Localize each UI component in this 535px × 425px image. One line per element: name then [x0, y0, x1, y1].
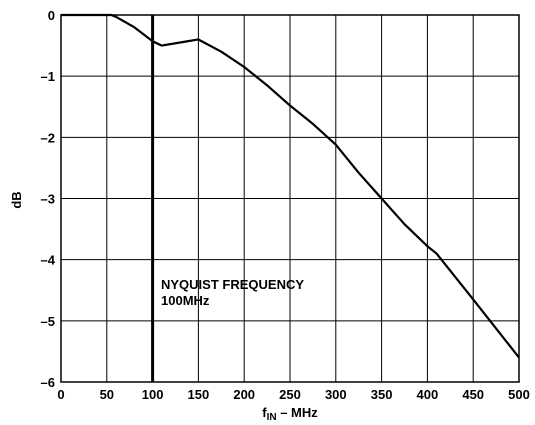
x-axis-label-rest: – MHz — [277, 405, 319, 420]
y-tick-label: –5 — [41, 314, 55, 329]
y-tick-label: –3 — [41, 192, 55, 207]
response-curve — [61, 13, 520, 359]
x-tick-label: 50 — [100, 387, 114, 402]
y-tick-labels: 0 –1 –2 –3 –4 –5 –6 — [41, 8, 56, 390]
plot-frame — [60, 14, 520, 383]
y-tick-label: –6 — [41, 375, 55, 390]
nyquist-annotation-line-1: NYQUIST FREQUENCY — [161, 277, 304, 292]
x-tick-label: 350 — [371, 387, 393, 402]
plot-border — [60, 14, 520, 383]
x-tick-label: 500 — [508, 387, 530, 402]
y-tick-label: –4 — [41, 253, 56, 268]
y-tick-label: 0 — [48, 8, 55, 23]
x-tick-label: 150 — [188, 387, 210, 402]
x-axis-label-subscript: IN — [267, 412, 277, 423]
x-tick-label: 0 — [57, 387, 64, 402]
x-tick-label: 300 — [325, 387, 347, 402]
y-axis-label: dB — [9, 191, 24, 208]
y-tick-label: –2 — [41, 130, 55, 145]
series-group — [61, 13, 520, 359]
y-tick-label: –1 — [41, 69, 55, 84]
grid — [60, 14, 520, 383]
x-axis-label: fIN – MHz — [262, 405, 318, 423]
nyquist-annotation-line-2: 100MHz — [161, 293, 210, 308]
x-tick-label: 400 — [417, 387, 439, 402]
x-tick-label: 450 — [462, 387, 484, 402]
x-axis-label-main: f — [262, 405, 267, 420]
x-tick-label: 200 — [233, 387, 255, 402]
x-tick-labels: 0 50 100 150 200 250 300 350 400 450 500 — [57, 387, 529, 402]
x-tick-label: 250 — [279, 387, 301, 402]
x-tick-label: 100 — [142, 387, 164, 402]
